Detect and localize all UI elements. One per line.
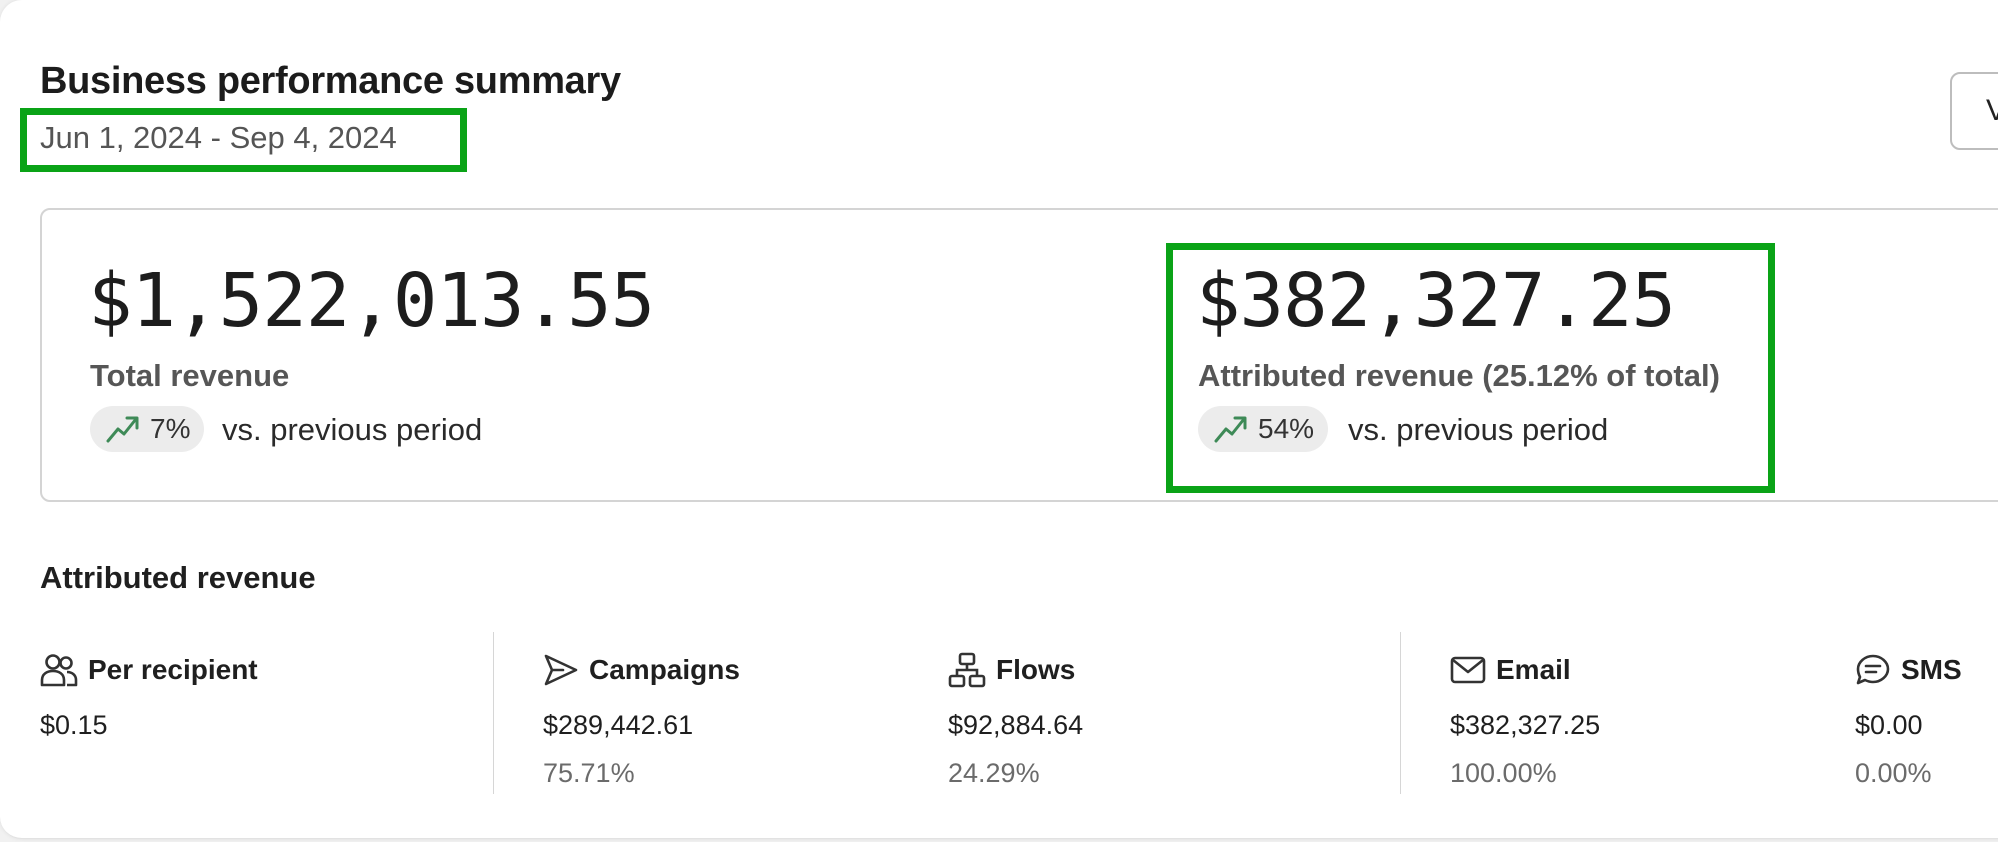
total-revenue-label: Total revenue xyxy=(90,358,290,393)
mail-icon xyxy=(1450,656,1486,684)
stat-campaigns[interactable]: Campaigns $289,442.61 75.71% xyxy=(543,650,740,788)
trend-up-icon xyxy=(1214,416,1247,443)
attributed-revenue-label: Attributed revenue (25.12% of total) xyxy=(1198,358,1720,393)
stat-percent: 24.29% xyxy=(948,758,1040,788)
stat-label: Flows xyxy=(996,654,1076,685)
stat-label: Campaigns xyxy=(589,654,740,685)
stat-percent: 100.00% xyxy=(1450,758,1557,788)
page-title: Business performance summary xyxy=(40,60,621,102)
view-button[interactable]: V xyxy=(1950,72,1998,150)
attributed-revenue-value: $382,327.25 xyxy=(1196,258,1676,344)
stat-flows[interactable]: Flows $92,884.64 24.29% xyxy=(948,650,1083,788)
total-revenue-change-value: 7% xyxy=(150,413,191,444)
attributed-revenue-change-value: 54% xyxy=(1258,413,1315,444)
attributed-revenue-comparison: vs. previous period xyxy=(1348,412,1609,447)
divider xyxy=(493,632,494,794)
stat-value: $92,884.64 xyxy=(948,710,1084,740)
stat-value: $382,327.25 xyxy=(1450,710,1601,740)
stat-label: Per recipient xyxy=(88,654,258,685)
stat-label: SMS xyxy=(1901,654,1962,685)
total-revenue-value: $1,522,013.55 xyxy=(88,258,655,344)
trend-up-icon xyxy=(106,416,139,443)
attributed-revenue-change-badge: 54% xyxy=(1198,406,1329,452)
stat-label: Email xyxy=(1496,654,1571,685)
stat-value: $0.00 xyxy=(1855,710,1923,740)
flow-icon xyxy=(948,652,986,688)
stat-percent: 0.00% xyxy=(1855,758,1932,788)
stat-value: $289,442.61 xyxy=(543,710,694,740)
total-revenue-comparison: vs. previous period xyxy=(222,412,483,447)
stat-value: $0.15 xyxy=(40,710,108,740)
attributed-revenue-section-title: Attributed revenue xyxy=(40,560,316,595)
stat-per-recipient: Per recipient $0.15 xyxy=(40,650,258,740)
stat-email[interactable]: Email $382,327.25 100.00% xyxy=(1450,650,1600,788)
chat-bubble-icon xyxy=(1856,654,1890,685)
date-range[interactable]: Jun 1, 2024 - Sep 4, 2024 xyxy=(40,120,397,155)
send-icon xyxy=(544,654,578,686)
metrics-panel xyxy=(40,208,1998,502)
stat-sms[interactable]: SMS $0.00 0.00% xyxy=(1855,650,1962,788)
divider xyxy=(1400,632,1401,794)
stat-percent: 75.71% xyxy=(543,758,635,788)
total-revenue-change-badge: 7% xyxy=(90,406,205,452)
people-icon xyxy=(40,654,78,687)
